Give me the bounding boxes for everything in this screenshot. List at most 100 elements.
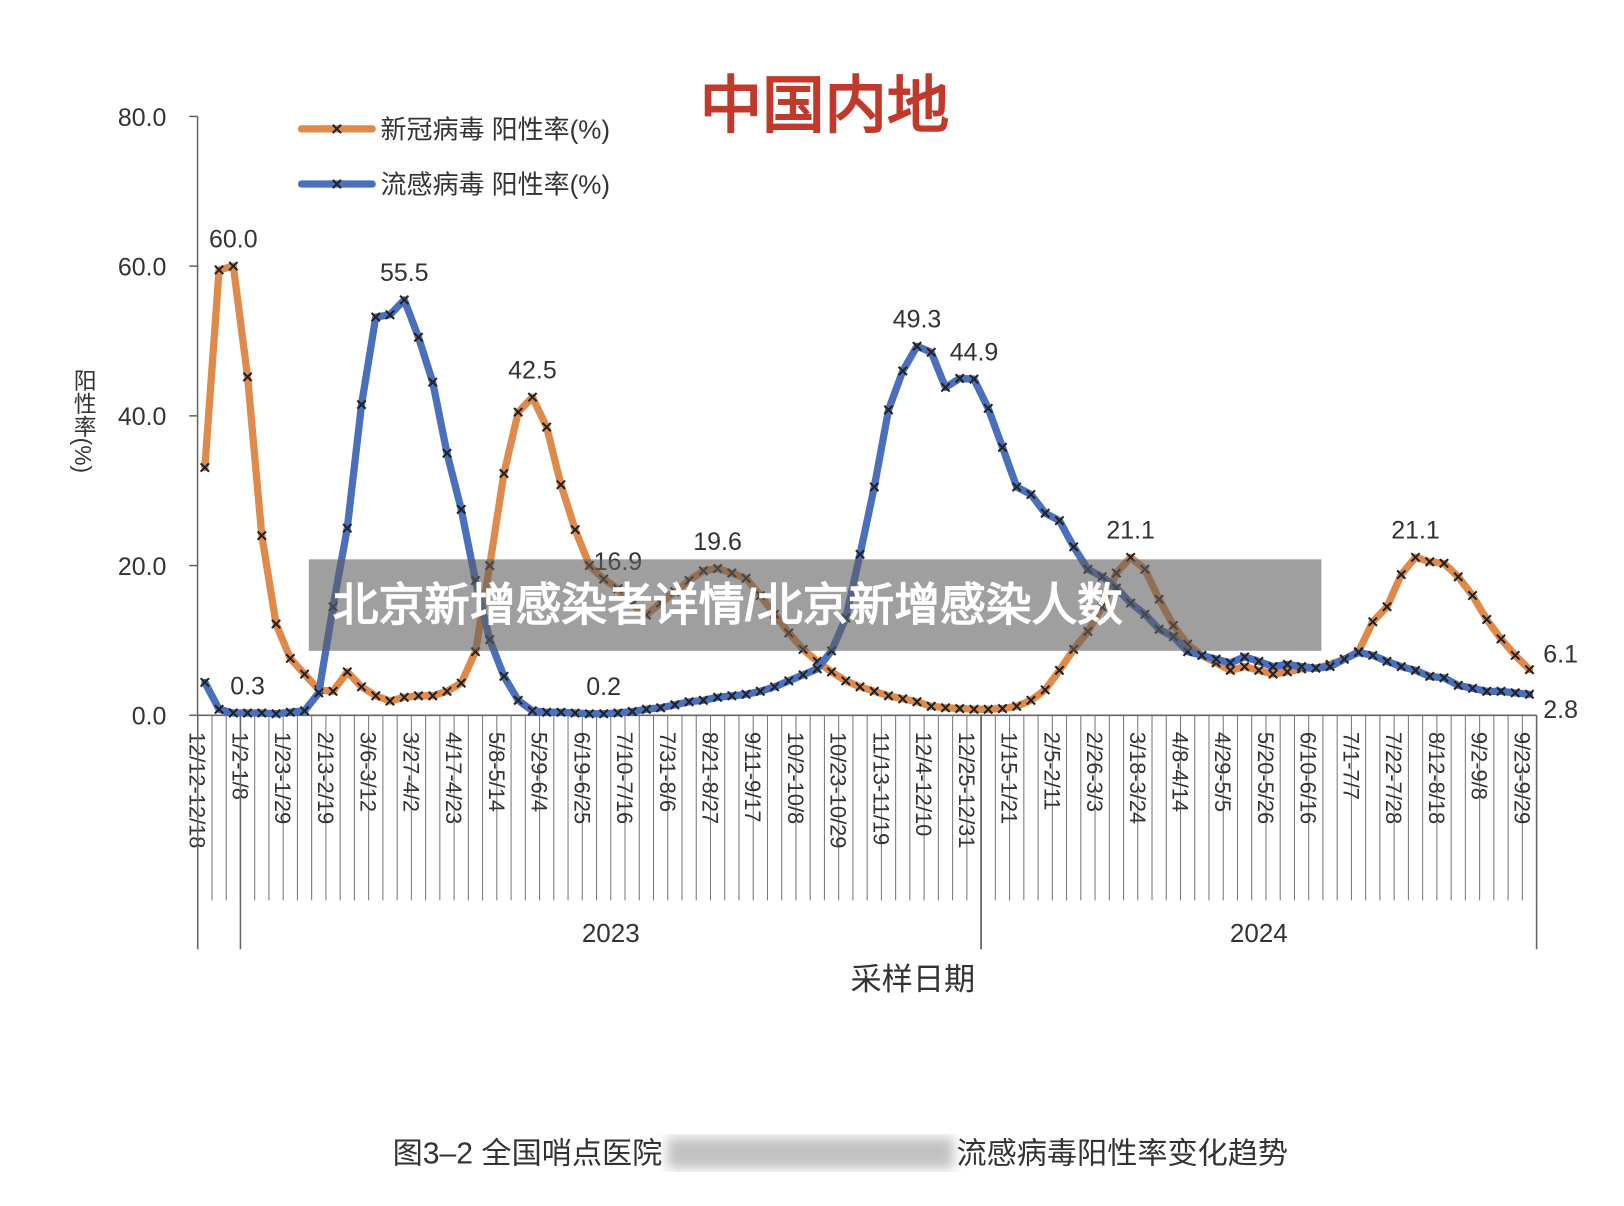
data-label: 6.1 [1543,640,1578,668]
data-marker [1253,656,1264,667]
data-marker [997,442,1008,453]
x-tick-label: 1/23-1/29 [270,732,295,824]
data-marker [1424,556,1435,567]
x-tick-label: 2/26-3/3 [1082,732,1107,812]
data-marker [285,707,296,718]
y-tick-label: 20.0 [118,553,167,581]
data-marker [413,690,424,701]
data-marker [897,693,908,704]
legend-label: 流感病毒 阳性率(%) [381,169,611,199]
y-tick-label: 0.0 [132,703,167,731]
x-tick-label: 9/11-9/17 [740,732,765,823]
data-marker [798,669,808,680]
data-marker [342,666,353,677]
data-marker [1268,661,1278,672]
x-tick-label: 7/1-7/7 [1338,732,1363,800]
data-marker [299,705,310,716]
data-marker [413,332,424,343]
data-marker [684,696,695,707]
data-marker [1211,654,1222,665]
data-marker [655,702,666,713]
data-label: 49.3 [893,306,942,334]
legend-marker [331,179,342,189]
data-marker [427,377,438,388]
x-tick-label: 2/5-2/11 [1039,732,1064,810]
data-marker [242,708,253,718]
data-marker [1481,686,1492,697]
data-marker [385,309,395,320]
data-marker [399,692,410,703]
legend-label: 新冠病毒 阳性率(%) [381,114,611,144]
data-marker [556,707,566,718]
data-marker [1524,664,1535,675]
data-marker [1282,659,1293,670]
data-marker [1467,683,1478,694]
data-marker [826,666,837,677]
data-marker [1339,654,1350,665]
x-tick-label: 8/21-8/27 [697,732,722,824]
x-tick-label: 3/18-3/24 [1125,732,1150,824]
data-label: 42.5 [508,356,557,384]
data-marker [271,619,281,629]
data-marker [1453,680,1464,691]
caption-blur [667,1137,954,1169]
data-marker [1225,665,1236,676]
data-marker [1068,541,1079,552]
y-axis-label: 阳性率(%) [70,369,96,473]
data-marker [499,671,509,682]
y-tick-label: 80.0 [118,104,167,132]
x-tick-label: 4/17-4/23 [441,732,466,824]
data-marker [356,681,367,692]
data-marker [1225,657,1236,668]
data-marker [256,708,267,718]
year-label: 2023 [582,918,640,948]
data-marker [228,708,239,718]
data-marker [299,669,310,680]
x-axis-label: 采样日期 [851,962,976,997]
data-marker [1467,590,1478,601]
data-marker [1011,701,1022,712]
x-tick-label: 12/4-12/10 [911,732,936,836]
data-marker [1496,634,1506,644]
data-marker [556,479,566,490]
data-marker [954,373,965,384]
x-tick-label: 7/22-7/28 [1381,732,1406,824]
chart-title: 中国内地 [700,72,949,141]
data-marker [769,681,780,692]
x-tick-label: 11/13-11/19 [868,732,893,845]
data-marker [983,403,994,414]
x-tick-label: 3/27-4/2 [398,732,423,812]
data-marker [527,705,538,716]
data-label: 44.9 [950,338,999,366]
data-marker [199,462,210,473]
data-marker [855,549,865,560]
data-marker [783,675,794,686]
data-marker [513,695,524,706]
data-marker [1496,686,1506,697]
x-tick-label: 3/6-3/12 [356,732,381,812]
x-tick-label: 2/13-2/19 [313,732,338,824]
data-marker [726,690,737,701]
data-label: 21.1 [1106,517,1155,545]
data-marker [442,448,452,459]
data-marker [1239,652,1250,662]
data-marker [370,690,381,701]
data-marker [1410,552,1421,563]
data-marker [527,392,538,403]
data-marker [912,341,922,352]
data-marker [669,699,680,710]
data-marker [1011,482,1022,492]
data-marker [1268,669,1278,680]
data-marker [456,678,467,688]
x-tick-label: 9/2-9/8 [1467,732,1492,800]
data-marker [1382,601,1392,612]
data-marker [627,706,638,717]
data-marker [1239,661,1250,672]
data-marker [869,482,880,492]
x-tick-label: 8/12-8/18 [1424,732,1449,824]
data-marker [741,689,751,700]
data-label: 0.2 [586,673,621,701]
data-marker [969,374,979,385]
data-marker [1510,687,1521,698]
